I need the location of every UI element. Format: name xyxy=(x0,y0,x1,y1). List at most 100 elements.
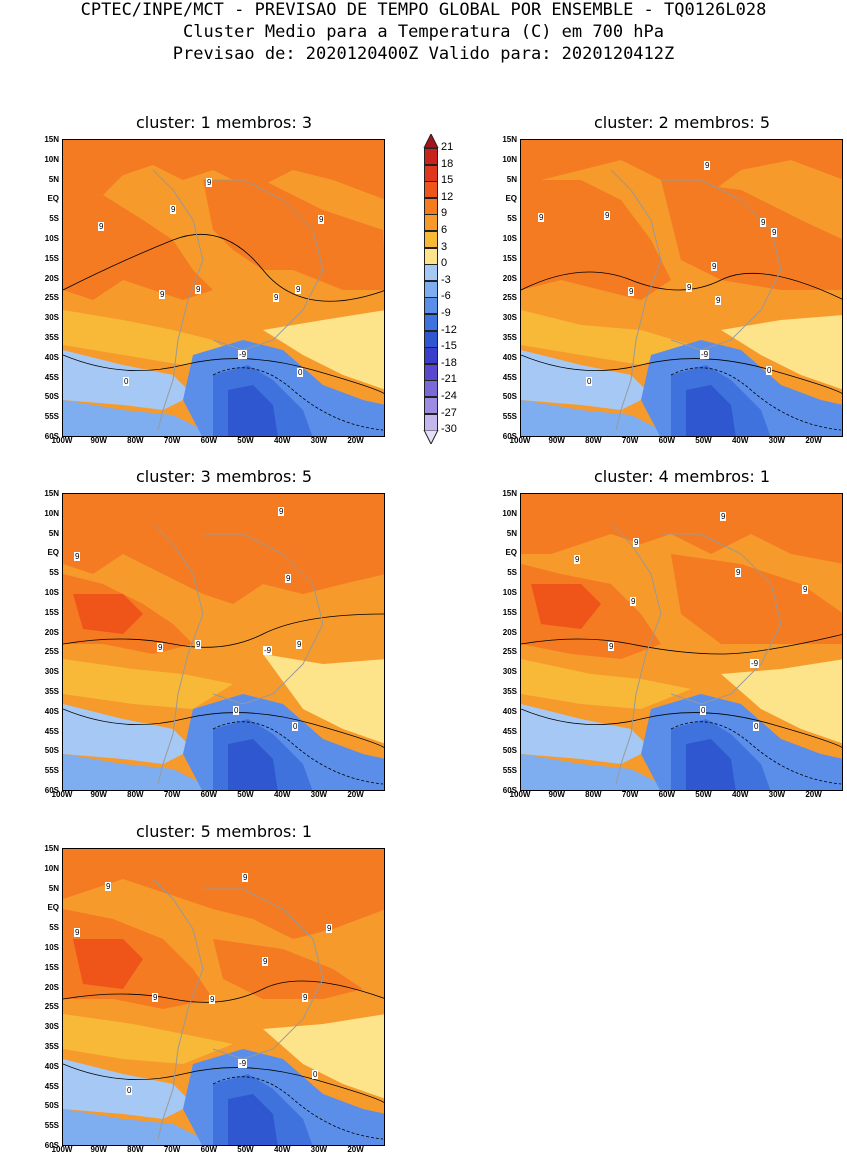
lat-tick-label: 25S xyxy=(502,293,517,303)
lat-tick-label: 40S xyxy=(502,706,517,716)
lat-tick-label: 10S xyxy=(502,234,517,243)
contour-value-label: 0 xyxy=(753,722,760,731)
temperature-map-2 xyxy=(521,140,842,436)
contour-value-label: 0 xyxy=(292,722,299,731)
lat-tick-label: 40S xyxy=(44,1061,59,1071)
lat-tick-label: 35S xyxy=(44,1042,59,1051)
lat-tick-label: 55S xyxy=(502,412,517,422)
colorbar-level-label: 3 xyxy=(441,240,448,253)
panel-3-title: cluster: 3 membros: 5 xyxy=(135,467,313,486)
colorbar-swatch xyxy=(424,330,438,348)
colorbar-swatch xyxy=(424,247,438,265)
contour-value-label: 9 xyxy=(195,640,202,649)
lon-tick-label: 50W xyxy=(237,436,254,445)
lat-tick-label: 5S xyxy=(507,568,517,578)
lon-tick-label: 80W xyxy=(127,1145,144,1154)
lon-tick-label: 80W xyxy=(127,436,144,445)
colorbar-bottom-arrow xyxy=(423,430,439,445)
lat-tick-label: 5N xyxy=(48,528,59,538)
lon-tick-label: 70W xyxy=(163,1145,181,1154)
lat-tick-label: EQ xyxy=(47,548,59,558)
lat-tick-label: 30S xyxy=(44,1022,59,1032)
lat-tick-label: 50S xyxy=(44,1101,59,1111)
contour-value-label: 9 xyxy=(735,568,742,577)
lat-tick-label: 15N xyxy=(502,489,517,498)
lat-tick-label: 15S xyxy=(44,962,59,972)
colorbar-level-label: 12 xyxy=(441,190,454,203)
lon-tick-label: 80W xyxy=(127,790,144,799)
colorbar-swatch xyxy=(424,363,438,381)
colorbar-swatch xyxy=(424,181,438,199)
contour-value-label: 9 xyxy=(711,262,718,271)
colorbar-swatch xyxy=(424,231,438,248)
lat-tick-label: 10N xyxy=(502,508,517,518)
lat-tick-label: 60S xyxy=(44,1141,59,1150)
lat-tick-label: 15N xyxy=(44,844,59,853)
lat-tick-label: 60S xyxy=(502,432,517,441)
lat-tick-label: 30S xyxy=(44,313,59,323)
colorbar-swatch xyxy=(424,264,438,282)
lon-tick-label: 40W xyxy=(273,436,291,445)
contour-value-label: 9 xyxy=(326,924,333,933)
colorbar-level-label: 21 xyxy=(441,141,454,153)
contour-value-label: 0 xyxy=(766,366,773,375)
lat-tick-label: 45S xyxy=(502,726,517,736)
lat-tick-label: 5S xyxy=(49,568,59,578)
lat-tick-label: EQ xyxy=(47,194,59,204)
lat-tick-label: 5N xyxy=(506,528,517,538)
temperature-map-4 xyxy=(521,494,842,790)
contour-value-label: 0 xyxy=(233,706,240,715)
lon-tick-label: 30W xyxy=(768,790,786,799)
contour-value-label: 9 xyxy=(628,287,635,296)
colorbar-level-label: -12 xyxy=(441,323,457,336)
contour-value-label: 9 xyxy=(152,993,159,1002)
contour-value-label: 9 xyxy=(159,290,166,299)
contour-value-label: 9 xyxy=(608,642,615,651)
lat-tick-label: 10S xyxy=(502,588,517,597)
lat-tick-label: 15S xyxy=(502,253,517,263)
lat-tick-label: 30S xyxy=(44,667,59,677)
temperature-map-1 xyxy=(63,140,384,436)
contour-value-label: 9 xyxy=(242,873,249,882)
contour-value-label: 0 xyxy=(297,368,304,377)
contour-value-label: 0 xyxy=(586,377,593,386)
lat-tick-label: 45S xyxy=(502,372,517,382)
contour-value-label: 9 xyxy=(630,597,637,606)
lat-tick-label: 20S xyxy=(44,627,59,637)
lat-tick-label: 20S xyxy=(44,273,59,283)
contour-value-label: 9 xyxy=(74,928,81,937)
lon-tick-label: 50W xyxy=(237,790,254,799)
panel-4-title: cluster: 4 membros: 1 xyxy=(593,467,771,486)
lon-tick-label: 90W xyxy=(548,790,565,799)
contour-value-label: -9 xyxy=(750,659,760,668)
colorbar-swatch xyxy=(424,214,438,232)
lat-tick-label: 30S xyxy=(502,313,517,323)
lon-tick-label: 30W xyxy=(768,436,786,445)
contour-value-label: -9 xyxy=(238,350,248,359)
contour-value-label: 9 xyxy=(704,161,711,170)
lat-tick-label: 35S xyxy=(502,333,517,342)
lat-tick-label: 10N xyxy=(44,154,59,164)
contour-value-label: 9 xyxy=(802,585,809,594)
lat-tick-label: 50S xyxy=(44,746,59,756)
lon-tick-label: 100W xyxy=(509,436,531,445)
lat-tick-label: 55S xyxy=(502,766,517,776)
contour-value-label: 9 xyxy=(285,574,292,583)
contour-value-label: 9 xyxy=(633,538,640,547)
lon-tick-label: 100W xyxy=(51,790,73,799)
lat-tick-label: 15S xyxy=(44,253,59,263)
lat-tick-label: 25S xyxy=(44,647,59,657)
lat-tick-label: 25S xyxy=(44,1002,59,1012)
lon-tick-label: 50W xyxy=(695,790,712,799)
colorbar-swatch xyxy=(424,280,438,298)
colorbar-swatch xyxy=(424,164,438,182)
colorbar-level-label: -15 xyxy=(441,340,457,353)
contour-value-label: 9 xyxy=(273,293,280,302)
lat-tick-label: 60S xyxy=(44,786,59,795)
lat-tick-label: 10S xyxy=(44,234,59,243)
colorbar-level-label: -21 xyxy=(441,373,457,386)
figure-title-line-1: CPTEC/INPE/MCT - PREVISAO DE TEMPO GLOBA… xyxy=(80,0,767,20)
contour-value-label: 9 xyxy=(686,283,693,292)
lon-tick-label: 20W xyxy=(805,790,822,799)
map-panel-cluster-4 xyxy=(520,493,843,791)
